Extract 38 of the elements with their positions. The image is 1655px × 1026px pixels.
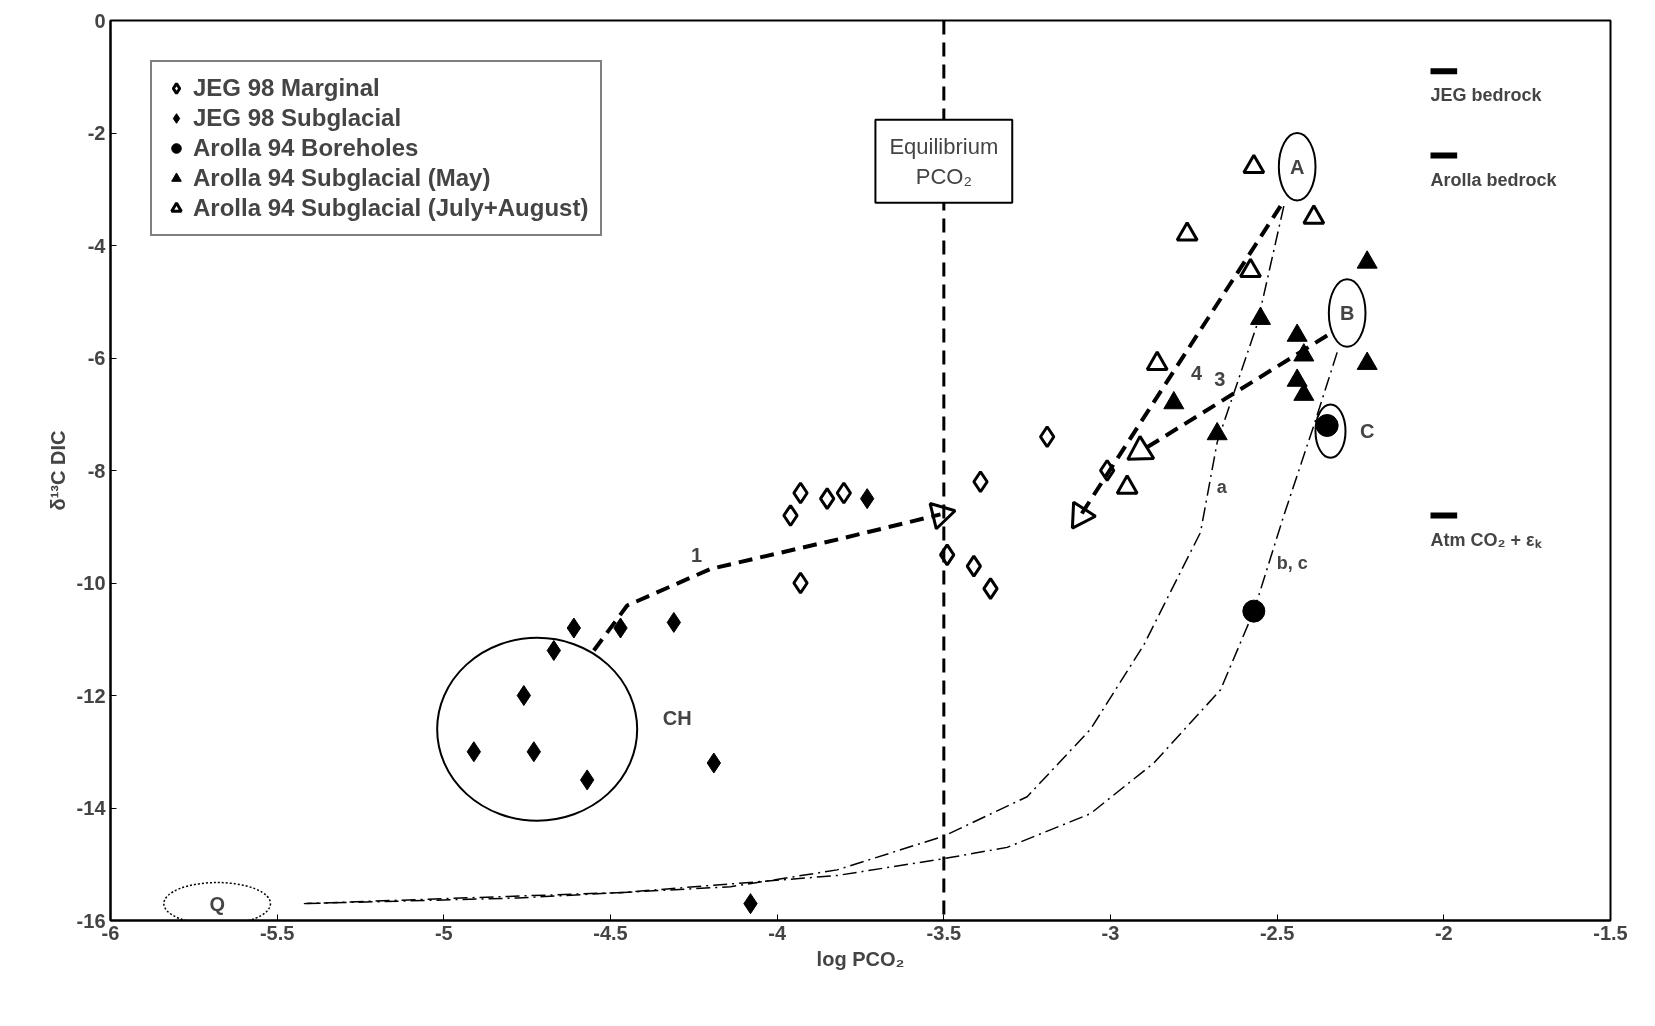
y-tick-label: 0 bbox=[94, 9, 106, 32]
ref-line-label: Equilibrium PCO₂ bbox=[889, 133, 999, 189]
x-tick-label: -1.5 bbox=[1593, 921, 1628, 944]
x-tick-label: -5 bbox=[434, 921, 453, 944]
y-tick-label: -6 bbox=[87, 347, 106, 369]
annotation: C bbox=[1359, 420, 1375, 443]
series-label: 3 bbox=[1214, 368, 1226, 391]
x-tick-label: -3 bbox=[1101, 921, 1120, 944]
legend-label: JEG 98 Subglacial bbox=[193, 104, 402, 132]
series-label: 4 bbox=[1190, 361, 1203, 384]
x-tick-label: -4 bbox=[768, 921, 787, 944]
y-tick-label: -4 bbox=[87, 234, 107, 257]
x-tick-label: -3.5 bbox=[926, 921, 962, 944]
annotation: A bbox=[1289, 155, 1305, 178]
x-tick-label: -2 bbox=[1434, 921, 1453, 944]
annotation: CH bbox=[662, 707, 692, 729]
series-label: b, c bbox=[1276, 553, 1308, 574]
x-tick-label: -4.5 bbox=[593, 921, 628, 944]
ref-line-label: JEG bedrock bbox=[1430, 85, 1543, 106]
annotation: B bbox=[1339, 302, 1355, 324]
ref-line-label: Arolla bedrock bbox=[1430, 169, 1558, 190]
y-tick-label: -2 bbox=[87, 122, 106, 144]
annotation: Q bbox=[209, 892, 225, 915]
x-tick-label: -5.5 bbox=[259, 921, 295, 944]
y-tick-label: -14 bbox=[76, 797, 107, 819]
legend-label: Arolla 94 Boreholes bbox=[193, 134, 419, 162]
y-axis-title: δ¹³C DIC bbox=[46, 430, 69, 511]
series-label: a bbox=[1216, 477, 1228, 498]
y-tick-label: -12 bbox=[76, 684, 106, 707]
ref-line-label: Atm CO₂ + εₖ bbox=[1430, 529, 1542, 550]
x-tick-label: -2.5 bbox=[1259, 921, 1295, 944]
legend-label: Arolla 94 Subglacial (May) bbox=[193, 164, 491, 192]
y-tick-label: -8 bbox=[87, 459, 106, 482]
x-axis-title: log PCO₂ bbox=[816, 947, 905, 970]
y-tick-label: -10 bbox=[76, 572, 106, 594]
legend-label: JEG 98 Marginal bbox=[193, 74, 380, 102]
legend-label: Arolla 94 Subglacial (July+August) bbox=[193, 194, 589, 222]
series-label: 1 bbox=[690, 543, 703, 566]
